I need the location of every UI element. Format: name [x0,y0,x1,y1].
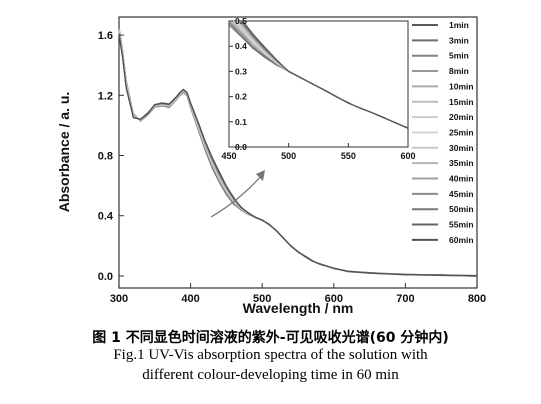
legend-entry: 25min [412,127,474,137]
inset-series-60min [242,21,408,129]
inset-x-tick-label: 500 [281,151,296,161]
legend-entry: 15min [412,97,474,107]
main-series-60min [118,34,478,277]
caption-chinese: 图 1 不同显色时间溶液的紫外-可见吸收光谱(60 分钟内) [92,330,449,346]
inset-x-ticks: 450 500 550 600 [221,143,416,161]
legend-label: 60min [449,235,474,245]
inset-x-tick-label: 550 [341,151,356,161]
trend-arrow-head [256,170,265,181]
legend-label: 8min [449,66,469,76]
legend-entry: 3min [412,35,469,45]
inset-y-tick-label: 0.1 [235,117,247,127]
inset-y-tick-label: 0.4 [235,41,247,51]
main-y-tick-label: 0.8 [98,151,113,163]
legend-label: 1min [449,20,469,30]
legend-label: 25min [449,127,474,137]
legend-label: 35min [449,158,474,168]
inset-curves [229,21,408,129]
legend-entry: 35min [412,158,474,168]
legend-label: 40min [449,174,474,184]
legend-entry: 20min [412,112,474,122]
caption-english-line2: different colour-developing time in 60 m… [142,367,399,383]
main-x-tick-label: 500 [253,293,271,305]
legend-entry: 40min [412,174,474,184]
inset-x-tick-label: 600 [400,151,415,161]
trend-arrow [210,170,265,218]
legend-label: 45min [449,189,474,199]
main-x-ticks: 300 400 500 600 700 800 [110,283,486,305]
main-x-tick-label: 800 [468,293,486,305]
main-x-tick-label: 400 [181,293,199,305]
legend-label: 20min [449,112,474,122]
legend-label: 5min [449,51,469,61]
legend-entry: 5min [412,51,469,61]
main-y-tick-label: 1.6 [98,30,113,42]
main-y-ticks: 0.0 0.4 0.8 1.2 1.6 [98,30,124,283]
legend-entry: 8min [412,66,469,76]
absorption-spectra-figure: 300 400 500 600 700 800 0.0 0.4 0.8 1.2 1.6 Wavel… [56,16,486,316]
legend-label: 10min [449,81,474,91]
legend-entry: 55min [412,220,474,230]
legend-entry: 30min [412,143,474,153]
legend-label: 30min [449,143,474,153]
inset-y-ticks: 0.0 0.1 0.2 0.3 0.4 0.5 [229,16,247,152]
legend-entry: 10min [412,81,474,91]
inset-plot: 450 500 550 600 0.0 0.1 0.2 0.3 0.4 0.5 [221,16,416,161]
legend: 1min 3min 5min 8min 10min 15min 20min 25min 30mi… [412,20,474,245]
caption-english-line1: Fig.1 UV-Vis absorption spectra of the s… [113,347,428,363]
inset-x-tick-label: 450 [221,151,236,161]
main-y-tick-label: 1.2 [98,90,113,102]
main-curves [118,27,478,277]
legend-label: 15min [449,97,474,107]
trend-arrow-path [210,174,263,218]
y-axis-label: Absorbance / a. u. [56,92,72,213]
inset-y-tick-label: 0.2 [235,92,247,102]
main-x-tick-label: 700 [396,293,414,305]
main-x-tick-label: 600 [325,293,343,305]
main-y-tick-label: 0.4 [98,211,114,223]
legend-label: 50min [449,204,474,214]
inset-y-tick-label: 0.3 [235,66,247,76]
legend-entry: 45min [412,189,474,199]
legend-label: 55min [449,220,474,230]
inset-y-tick-label: 0.0 [235,142,247,152]
main-y-tick-label: 0.0 [98,271,113,283]
x-axis-label: Wavelength / nm [243,300,354,316]
legend-entry: 50min [412,204,474,214]
inset-y-tick-label: 0.5 [235,16,247,26]
main-x-tick-label: 300 [110,293,128,305]
legend-entry: 60min [412,235,474,245]
legend-entry: 1min [412,20,469,30]
legend-label: 3min [449,35,469,45]
